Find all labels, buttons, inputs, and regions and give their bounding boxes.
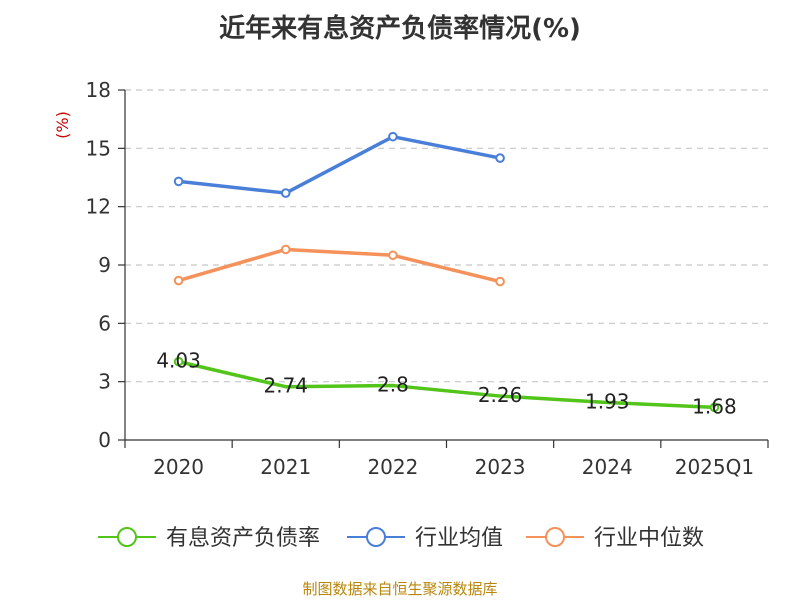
x-tick-label: 2020 bbox=[153, 455, 204, 479]
series-line bbox=[176, 359, 717, 410]
data-label: 2.8 bbox=[377, 373, 409, 397]
legend-marker bbox=[366, 527, 386, 547]
data-point bbox=[280, 244, 291, 255]
chart-title: 近年来有息资产负债率情况(%) bbox=[219, 14, 581, 44]
series-group bbox=[173, 131, 720, 413]
data-point bbox=[173, 356, 184, 367]
data-point bbox=[495, 153, 505, 163]
legend-marker bbox=[545, 527, 565, 547]
y-tick-label: 3 bbox=[98, 370, 111, 394]
series-line bbox=[176, 134, 502, 195]
y-tick-label: 9 bbox=[98, 253, 111, 277]
data-label: 1.68 bbox=[692, 394, 737, 418]
data-labels: 4.03 2.74 2.8 2.26 1.93 1.68 bbox=[156, 349, 736, 419]
legend-label: 行业均值 bbox=[415, 526, 503, 551]
series-line bbox=[176, 247, 502, 284]
data-label: 2.26 bbox=[478, 383, 523, 407]
y-tick-label: 12 bbox=[86, 195, 111, 219]
source-note: 制图数据来自恒生聚源数据库 bbox=[302, 580, 498, 598]
x-tick-label: 2021 bbox=[260, 455, 311, 479]
x-tick-label: 2025Q1 bbox=[675, 455, 754, 479]
legend-label: 行业中位数 bbox=[594, 526, 704, 551]
legend: 有息资产负债率 行业均值 行业中位数 bbox=[98, 526, 704, 551]
data-label: 4.03 bbox=[156, 349, 201, 373]
y-tick-label: 15 bbox=[86, 136, 111, 160]
data-point bbox=[388, 131, 398, 142]
data-point bbox=[388, 250, 398, 261]
data-label: 2.74 bbox=[263, 374, 308, 398]
x-tick-label: 2024 bbox=[582, 455, 633, 479]
y-tick-label: 6 bbox=[98, 311, 111, 335]
data-point bbox=[173, 176, 184, 187]
legend-label: 有息资产负债率 bbox=[166, 526, 320, 551]
x-tick-label: 2022 bbox=[367, 455, 418, 479]
x-tick-label: 2023 bbox=[475, 455, 526, 479]
data-label: 1.93 bbox=[585, 389, 630, 413]
y-tick-label: 0 bbox=[98, 428, 111, 452]
data-point bbox=[495, 276, 505, 287]
axes: 0 3 6 9 12 15 18 (%) 2020 2021 2022 2023 2024 2025Q1 bbox=[53, 78, 769, 479]
y-axis-label: (%) bbox=[53, 111, 72, 139]
data-point bbox=[280, 188, 291, 198]
data-point bbox=[709, 402, 720, 413]
y-tick-label: 18 bbox=[86, 78, 111, 102]
legend-marker bbox=[117, 527, 137, 547]
data-point bbox=[173, 275, 184, 286]
grid-lines bbox=[125, 89, 768, 383]
